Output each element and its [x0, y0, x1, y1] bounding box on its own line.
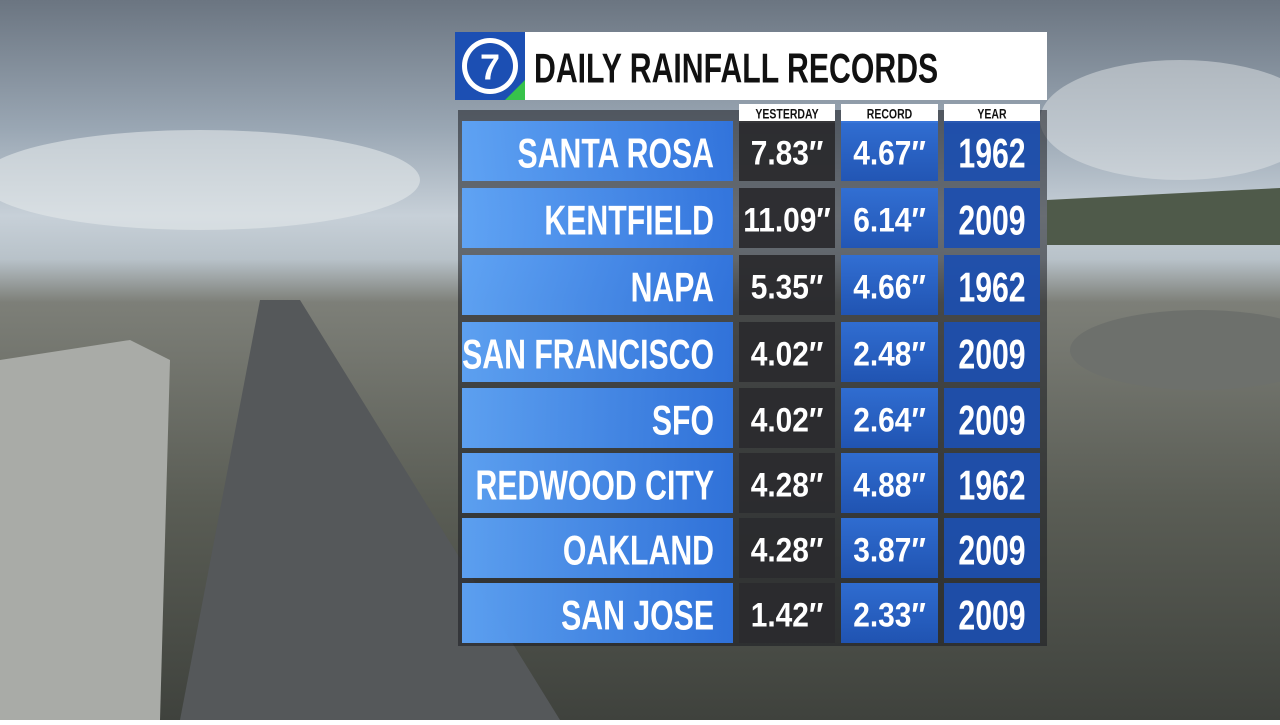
rainfall-value: 4.66″	[853, 268, 926, 306]
value-cell	[841, 388, 938, 448]
city-name: REDWOOD CITY	[476, 461, 714, 508]
value-cell	[739, 188, 835, 248]
year: 1962	[958, 461, 1025, 508]
rainfall-value: 2.33″	[853, 596, 926, 634]
year: 2009	[958, 196, 1025, 243]
rainfall-value: 4.02″	[751, 335, 824, 373]
column-header-bg	[739, 104, 835, 123]
value-cell	[739, 518, 835, 578]
rainfall-value: 2.48″	[853, 335, 926, 373]
title: DAILY RAINFALL RECORDS	[534, 44, 938, 91]
rainfall-value: 3.87″	[853, 531, 926, 569]
city-cell	[462, 518, 733, 578]
city-cell	[462, 388, 733, 448]
year: 2009	[958, 330, 1025, 377]
value-cell	[944, 518, 1040, 578]
column-header: YEAR	[977, 106, 1006, 122]
rainfall-value: 1.42″	[751, 596, 824, 634]
city-name: OAKLAND	[563, 526, 714, 573]
value-cell	[841, 121, 938, 181]
column-header-bg	[841, 104, 938, 123]
city-cell	[462, 322, 733, 382]
value-cell	[944, 388, 1040, 448]
value-cell	[841, 322, 938, 382]
city-cell	[462, 583, 733, 643]
column-header: RECORD	[867, 106, 913, 122]
rainfall-value: 2.64″	[853, 401, 926, 439]
value-cell	[841, 583, 938, 643]
column-header: YESTERDAY	[755, 106, 819, 122]
value-cell	[739, 583, 835, 643]
city-cell	[462, 188, 733, 248]
logo-accent	[505, 80, 525, 100]
value-cell	[944, 121, 1040, 181]
city-name: NAPA	[631, 263, 714, 310]
year: 2009	[958, 591, 1025, 638]
year: 1962	[958, 263, 1025, 310]
column-header-bg	[944, 104, 1040, 123]
city-cell	[462, 255, 733, 315]
value-cell	[841, 255, 938, 315]
hills	[1047, 188, 1280, 245]
value-cell	[944, 322, 1040, 382]
value-cell	[944, 583, 1040, 643]
rainfall-value: 11.09″	[743, 201, 831, 239]
rainfall-value: 4.88″	[853, 466, 926, 504]
rainfall-value: 4.02″	[751, 401, 824, 439]
rainfall-value: 4.28″	[751, 531, 824, 569]
value-cell	[944, 188, 1040, 248]
cloud	[0, 130, 420, 230]
value-cell	[944, 453, 1040, 513]
rainfall-value: 5.35″	[751, 268, 824, 306]
city-name: SFO	[652, 396, 714, 443]
value-cell	[841, 188, 938, 248]
logo-text: 7	[480, 47, 500, 88]
value-cell	[841, 453, 938, 513]
rainfall-value: 7.83″	[751, 134, 824, 172]
city-name: KENTFIELD	[544, 196, 714, 243]
title-bar	[525, 32, 1047, 100]
rooftop	[0, 340, 170, 720]
value-cell	[841, 518, 938, 578]
city-name: SAN JOSE	[561, 591, 714, 638]
value-cell	[739, 453, 835, 513]
year: 2009	[958, 396, 1025, 443]
year: 2009	[958, 526, 1025, 573]
stadium	[1070, 310, 1280, 390]
value-cell	[739, 322, 835, 382]
rainfall-value: 4.28″	[751, 466, 824, 504]
rainfall-value: 6.14″	[853, 201, 926, 239]
value-cell	[739, 255, 835, 315]
city-name: SANTA ROSA	[518, 129, 714, 176]
rainfall-value: 4.67″	[853, 134, 926, 172]
year: 1962	[958, 129, 1025, 176]
city-cell	[462, 453, 733, 513]
cloud	[1040, 60, 1280, 180]
value-cell	[739, 121, 835, 181]
logo-disc	[467, 43, 513, 89]
value-cell	[739, 388, 835, 448]
city-name: SAN FRANCISCO	[462, 330, 714, 377]
value-cell	[944, 255, 1040, 315]
city-cell	[462, 121, 733, 181]
